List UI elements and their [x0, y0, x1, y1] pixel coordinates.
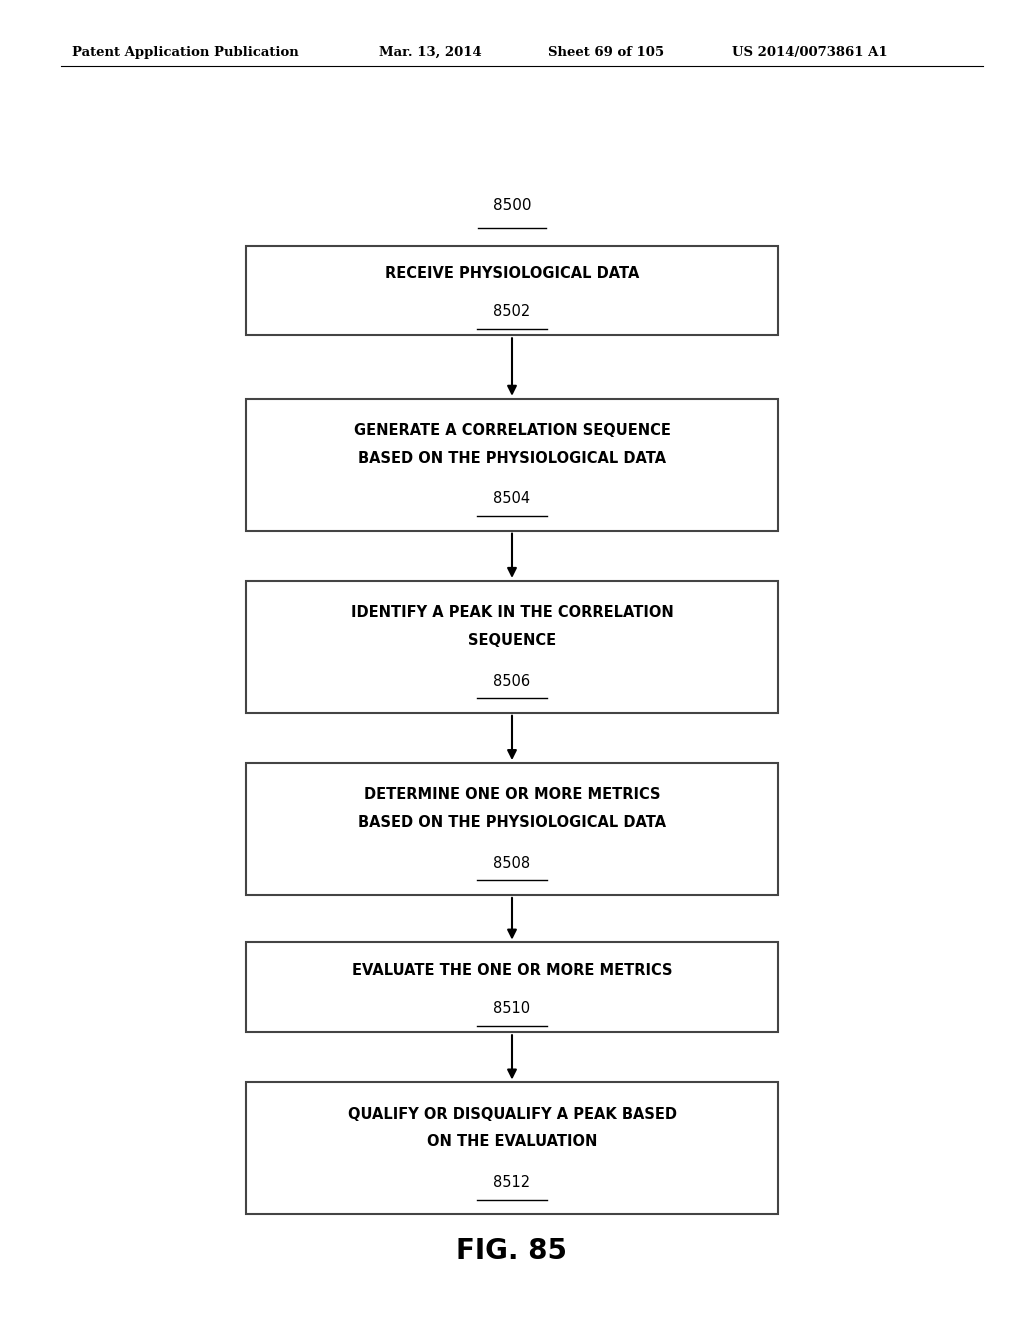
Text: 8512: 8512 — [494, 1175, 530, 1191]
Text: QUALIFY OR DISQUALIFY A PEAK BASED: QUALIFY OR DISQUALIFY A PEAK BASED — [347, 1106, 677, 1122]
FancyBboxPatch shape — [246, 763, 778, 895]
FancyBboxPatch shape — [246, 942, 778, 1032]
Text: 8506: 8506 — [494, 673, 530, 689]
FancyBboxPatch shape — [246, 399, 778, 531]
Text: 8510: 8510 — [494, 1001, 530, 1016]
Text: BASED ON THE PHYSIOLOGICAL DATA: BASED ON THE PHYSIOLOGICAL DATA — [358, 814, 666, 830]
Text: 8508: 8508 — [494, 855, 530, 871]
Text: US 2014/0073861 A1: US 2014/0073861 A1 — [732, 46, 888, 59]
Text: SEQUENCE: SEQUENCE — [468, 632, 556, 648]
Text: 8500: 8500 — [493, 198, 531, 213]
Text: RECEIVE PHYSIOLOGICAL DATA: RECEIVE PHYSIOLOGICAL DATA — [385, 265, 639, 281]
FancyBboxPatch shape — [246, 1082, 778, 1214]
Text: ON THE EVALUATION: ON THE EVALUATION — [427, 1134, 597, 1150]
Text: Mar. 13, 2014: Mar. 13, 2014 — [379, 46, 481, 59]
FancyBboxPatch shape — [246, 581, 778, 713]
Text: FIG. 85: FIG. 85 — [457, 1237, 567, 1266]
Text: Patent Application Publication: Patent Application Publication — [72, 46, 298, 59]
Text: 8504: 8504 — [494, 491, 530, 507]
Text: IDENTIFY A PEAK IN THE CORRELATION: IDENTIFY A PEAK IN THE CORRELATION — [350, 605, 674, 620]
Text: BASED ON THE PHYSIOLOGICAL DATA: BASED ON THE PHYSIOLOGICAL DATA — [358, 450, 666, 466]
Text: 8502: 8502 — [494, 304, 530, 319]
Text: DETERMINE ONE OR MORE METRICS: DETERMINE ONE OR MORE METRICS — [364, 787, 660, 803]
FancyBboxPatch shape — [246, 246, 778, 335]
Text: EVALUATE THE ONE OR MORE METRICS: EVALUATE THE ONE OR MORE METRICS — [352, 962, 672, 978]
Text: GENERATE A CORRELATION SEQUENCE: GENERATE A CORRELATION SEQUENCE — [353, 422, 671, 438]
Text: Sheet 69 of 105: Sheet 69 of 105 — [548, 46, 664, 59]
